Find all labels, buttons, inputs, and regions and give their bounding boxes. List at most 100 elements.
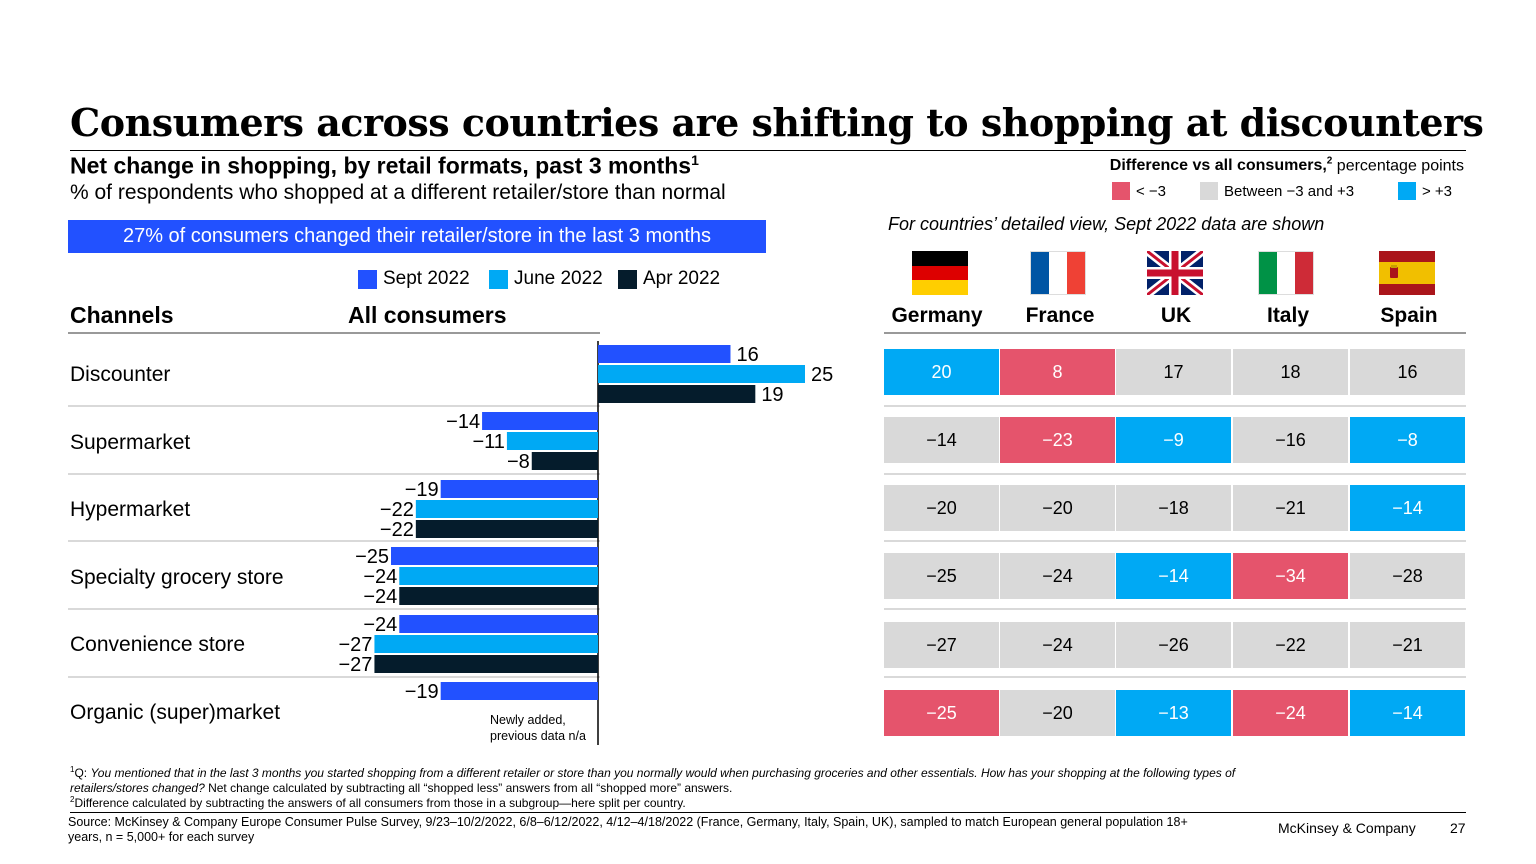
header-rule-left bbox=[68, 332, 600, 334]
bar-2-0 bbox=[598, 385, 756, 403]
row-separator bbox=[884, 405, 1466, 407]
difference-label-negative: < −3 bbox=[1136, 182, 1167, 200]
country-cell-4-4: −21 bbox=[1350, 622, 1465, 668]
country-cell-1-0: −14 bbox=[884, 417, 999, 463]
difference-label-positive: > +3 bbox=[1422, 182, 1453, 200]
subtitle-footnote-marker: 1 bbox=[691, 152, 699, 168]
bar-1-3 bbox=[399, 567, 598, 585]
bar-2-2 bbox=[415, 520, 598, 538]
row-separator bbox=[884, 608, 1466, 610]
data-label-0-4: −24 bbox=[363, 614, 397, 636]
country-cell-0-1: 8 bbox=[1000, 349, 1115, 395]
country-cell-3-4: −28 bbox=[1350, 553, 1465, 599]
country-cell-5-2: −13 bbox=[1116, 690, 1231, 736]
country-cell-3-0: −25 bbox=[884, 553, 999, 599]
footnote-1-rest: Net change calculated by subtracting all… bbox=[204, 781, 733, 795]
difference-legend-title-rest: percentage points bbox=[1332, 157, 1464, 175]
bar-0-0 bbox=[598, 345, 731, 363]
data-label-1-0: 25 bbox=[811, 364, 833, 386]
spain-flag-icon bbox=[1379, 251, 1435, 295]
bar-0-2 bbox=[440, 480, 598, 498]
difference-legend-title-bold-text: Difference vs all consumers, bbox=[1109, 157, 1327, 175]
bar-0-4 bbox=[399, 615, 598, 633]
country-cell-5-0: −25 bbox=[884, 690, 999, 736]
country-label-uk: UK bbox=[1160, 304, 1192, 327]
data-label-2-2: −22 bbox=[380, 519, 414, 541]
legend-item-apr: Apr 2022 bbox=[618, 267, 720, 291]
data-label-0-3: −25 bbox=[355, 546, 389, 568]
source-note: Source: McKinsey & Company Europe Consum… bbox=[68, 815, 1188, 844]
difference-footnote-marker: 2 bbox=[1326, 156, 1333, 167]
difference-swatch-neutral bbox=[1200, 182, 1218, 200]
brand-label: McKinsey & Company bbox=[1278, 820, 1416, 836]
legend-swatch-sept bbox=[358, 269, 377, 289]
country-cell-3-2: −14 bbox=[1116, 553, 1231, 599]
chart-subtitle-text: Net change in shopping, by retail format… bbox=[70, 152, 692, 179]
country-cell-4-0: −27 bbox=[884, 622, 999, 668]
data-label-0-2: −19 bbox=[405, 479, 439, 501]
country-cell-1-4: −8 bbox=[1350, 417, 1465, 463]
page-number: 27 bbox=[1450, 820, 1466, 836]
country-view-note: For countries’ detailed view, Sept 2022 … bbox=[888, 214, 1325, 234]
row-separator bbox=[884, 540, 1466, 542]
country-cell-2-1: −20 bbox=[1000, 485, 1115, 531]
footnote-2-text: Difference calculated by subtracting the… bbox=[74, 796, 686, 810]
difference-legend-item-negative: < −3 bbox=[1112, 182, 1166, 200]
channel-label-specialty: Specialty grocery store bbox=[70, 566, 284, 589]
country-cell-2-0: −20 bbox=[884, 485, 999, 531]
row-separator bbox=[884, 676, 1466, 678]
data-label-1-3: −24 bbox=[363, 566, 397, 588]
channel-label-supermarket: Supermarket bbox=[70, 431, 191, 454]
bar-0-5 bbox=[440, 682, 598, 700]
data-label-0-5: −19 bbox=[405, 681, 439, 703]
row-separator bbox=[68, 473, 600, 475]
country-cell-5-4: −14 bbox=[1350, 690, 1465, 736]
channel-label-organic: Organic (super)market bbox=[70, 701, 281, 724]
data-label-2-4: −27 bbox=[339, 654, 373, 676]
uk-flag-icon bbox=[1147, 251, 1203, 295]
difference-swatch-positive bbox=[1398, 182, 1416, 200]
country-cell-2-4: −14 bbox=[1350, 485, 1465, 531]
country-cell-1-3: −16 bbox=[1233, 417, 1348, 463]
legend-label-sept: Sept 2022 bbox=[383, 268, 470, 289]
data-label-0-1: −14 bbox=[446, 411, 480, 433]
row-separator bbox=[68, 676, 600, 678]
country-cell-5-3: −24 bbox=[1233, 690, 1348, 736]
data-label-2-0: 19 bbox=[761, 384, 783, 406]
bar-2-3 bbox=[399, 587, 598, 605]
footnote-1-question: You mentioned that in the last 3 months … bbox=[70, 766, 1236, 795]
highlight-banner: 27% of consumers changed their retailer/… bbox=[68, 220, 766, 253]
chart-subtitle: Net change in shopping, by retail format… bbox=[70, 152, 699, 180]
data-label-2-1: −8 bbox=[507, 451, 530, 473]
bar-1-2 bbox=[415, 500, 598, 518]
data-label-1-4: −27 bbox=[339, 634, 373, 656]
country-cell-4-3: −22 bbox=[1233, 622, 1348, 668]
footnote-1-marker: 1 bbox=[70, 765, 75, 774]
footnote-1: 1Q: You mentioned that in the last 3 mon… bbox=[70, 762, 1310, 796]
country-cell-5-1: −20 bbox=[1000, 690, 1115, 736]
difference-label-neutral: Between −3 and +3 bbox=[1224, 182, 1355, 200]
country-cell-4-1: −24 bbox=[1000, 622, 1115, 668]
legend-label-apr: Apr 2022 bbox=[643, 268, 721, 289]
france-flag-icon bbox=[1030, 251, 1086, 295]
country-label-france: France bbox=[1025, 304, 1095, 327]
difference-legend-title: Difference vs all consumers,2 percentage… bbox=[1110, 156, 1464, 175]
legend-item-june: June 2022 bbox=[489, 267, 603, 291]
germany-flag-icon bbox=[912, 251, 968, 295]
newly-added-line-2: previous data n/a bbox=[490, 729, 586, 743]
bar-0-3 bbox=[391, 547, 598, 565]
data-label-2-3: −24 bbox=[363, 586, 397, 608]
country-cell-4-2: −26 bbox=[1116, 622, 1231, 668]
footnote-2-marker: 2 bbox=[70, 795, 75, 804]
country-cell-0-4: 16 bbox=[1350, 349, 1465, 395]
country-cell-1-2: −9 bbox=[1116, 417, 1231, 463]
title-rule bbox=[70, 150, 1466, 151]
legend-swatch-apr bbox=[618, 269, 637, 289]
newly-added-note: Newly added, previous data n/a bbox=[490, 712, 586, 744]
country-cell-0-2: 17 bbox=[1116, 349, 1231, 395]
bar-0-1 bbox=[482, 412, 598, 430]
bar-1-0 bbox=[598, 365, 805, 383]
footer-rule bbox=[70, 812, 1466, 813]
data-label-1-2: −22 bbox=[380, 499, 414, 521]
